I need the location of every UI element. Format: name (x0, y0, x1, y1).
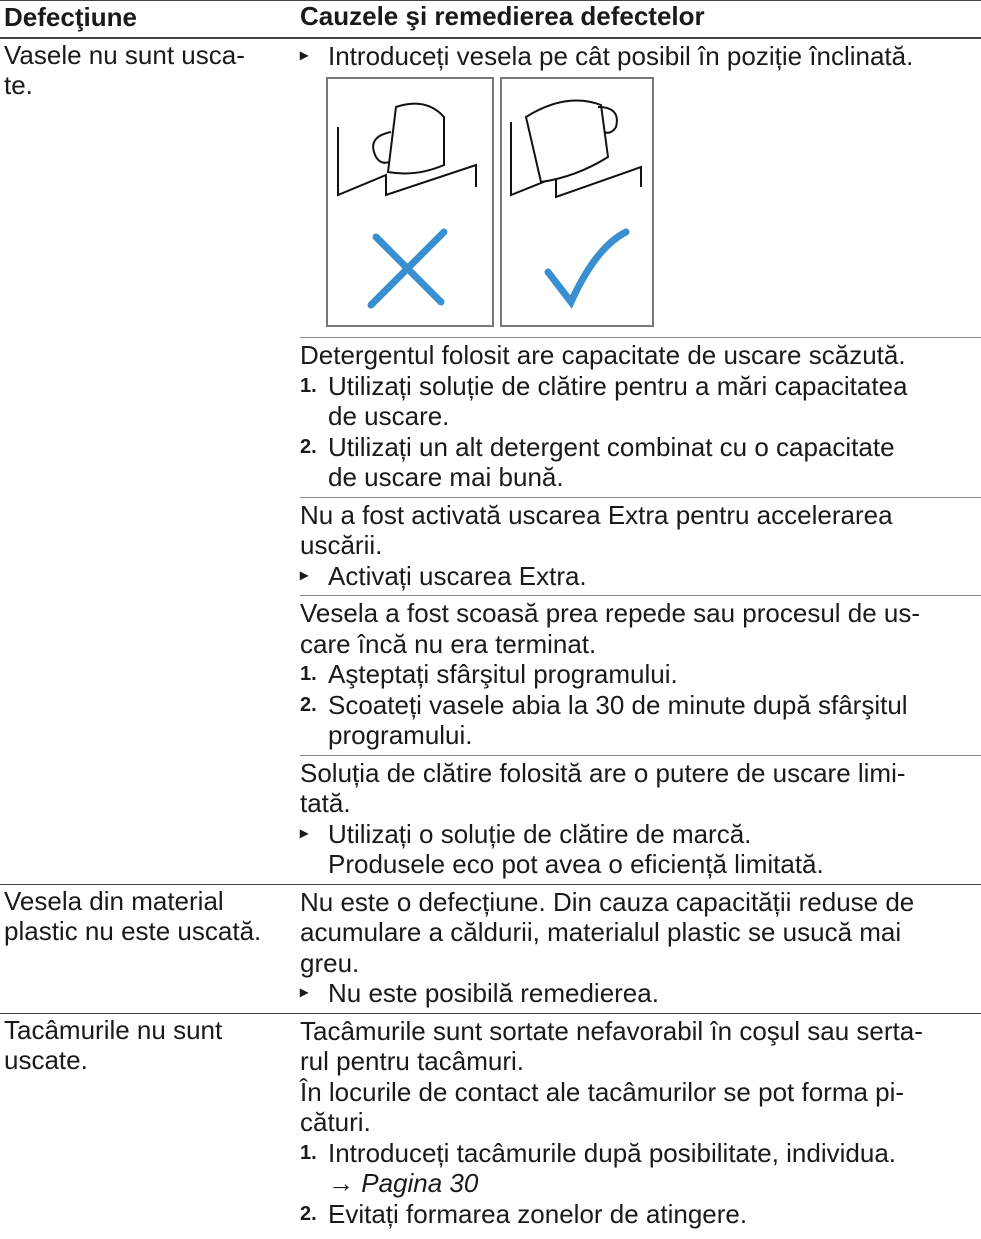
step-text: Utilizați un alt detergent combinat cu o… (328, 431, 895, 462)
cause-block: Nu este o defecțiune. Din cauza capacită… (300, 885, 981, 1013)
figure (326, 77, 654, 327)
cause-block: Detergentul folosit are capacitate de us… (300, 337, 981, 497)
page-reference: → Pagina 30 (328, 1168, 479, 1198)
step-number: 2. (300, 693, 317, 716)
step-text: programului. (328, 720, 473, 750)
step-body: Scoateți vasele abia la 30 de minute dup… (328, 690, 908, 751)
cause-block: Nu a fost activată uscarea Extra pentru … (300, 496, 981, 596)
action-text: Utilizați o soluție de clătire de marcă. (328, 818, 752, 849)
fault-cell: Tacâmurile nu sunt uscate. (0, 1014, 290, 1234)
fault-text: plastic nu este uscată. (4, 916, 262, 946)
cause-cell: ▸ Introduceți vesela pe cât posibil în po… (290, 39, 981, 884)
action-text: Nu este posibilă remedierea. (328, 978, 659, 1008)
step-number: 1. (300, 374, 317, 397)
fault-cell: Vasele nu sunt usca-te. (0, 39, 290, 884)
step: 2. Scoateți vasele abia la 30 de minute d… (300, 690, 981, 751)
step-body: Utilizați un alt detergent combinat cu o… (328, 432, 895, 493)
note: Produsele eco pot avea o eficiență limit… (328, 849, 824, 879)
step: 1. Utilizați soluție de clătire pentru a … (300, 371, 981, 432)
cause-text: Nu a fost activată uscarea Extra pentru … (300, 499, 893, 530)
step-text: de uscare mai bună. (328, 462, 564, 492)
cause-block: Tacâmurile sunt sortate nefavorabil în c… (300, 1014, 981, 1234)
step-text: Introduceți tacâmurile după posibilitate… (328, 1137, 897, 1168)
cause-text: uscării. (300, 530, 383, 560)
table-row: Tacâmurile nu sunt uscate. Tacâmurile sunt… (0, 1012, 981, 1234)
bullet: ▸ (300, 566, 309, 584)
step: 2. Utilizați un alt detergent combinat cu… (300, 432, 981, 493)
step-number: 1. (300, 663, 317, 685)
fault-text: uscate. (4, 1045, 88, 1075)
bullet: ▸ (300, 824, 309, 842)
action: ▸ Nu este posibilă remedierea. (300, 978, 981, 1009)
cause-text: greu. (300, 947, 360, 978)
cause-text: tată. (300, 788, 351, 818)
action-body: Utilizați o soluție de clătire de marcă. (328, 819, 751, 850)
step-body: Introduceți tacâmurile după posibilitate… (328, 1138, 896, 1199)
fault-text: Vasele nu sunt usca- (4, 39, 245, 70)
table-row: Vesela din material plastic nu este uscat… (0, 883, 981, 1013)
step-text: Aşteptați sfârşitul programului. (328, 659, 678, 689)
action: ▸ Utilizați o soluție de clătire de marcă… (300, 819, 981, 850)
action-text: Introduceți vesela pe cât posibil în poz… (328, 40, 914, 71)
cause-block: ▸ Introduceți vesela pe cât posibil în po… (300, 39, 981, 338)
step: 1. Aşteptați sfârşitul programului. (300, 659, 981, 690)
step-text: de uscare. (328, 401, 450, 431)
fault-cell: Vesela din material plastic nu este uscat… (0, 885, 290, 1013)
step-text: Scoateți vasele abia la 30 de minute dup… (328, 689, 908, 720)
step-number: 1. (300, 1141, 317, 1164)
step-text: Evitați formarea zonelor de atingere. (328, 1198, 748, 1229)
step-body: Utilizați soluție de clătire pentru a mă… (328, 371, 908, 432)
step-number: 2. (300, 1202, 317, 1225)
step: 1. Introduceți tacâmurile după posibilita… (300, 1138, 981, 1199)
cause-text: În locurile de contact ale tacâmurilor s… (300, 1076, 905, 1107)
header-cell: Defecţiune (4, 2, 137, 32)
cause-text: rul pentru tacâmuri. (300, 1046, 524, 1076)
step-body: Evitați formarea zonelor de atingere. (328, 1199, 747, 1230)
step: 2. Evitați formarea zonelor de atingere. (300, 1199, 981, 1230)
action-body: Nu este posibilă remedierea. (328, 978, 659, 1009)
step-text: Utilizați soluție de clătire pentru a mă… (328, 370, 908, 401)
step-body: Aşteptați sfârşitul programului. (328, 659, 678, 690)
fault-text: Tacâmurile nu sunt (4, 1014, 223, 1045)
header-row: Defecţiune Cauzele şi remedierea defectel… (0, 0, 981, 38)
cause-block: Soluția de clătire folosită are o putere… (300, 754, 981, 884)
cause-text: acumulare a căldurii, materialul plastic… (300, 917, 902, 947)
action: ▸ Activați uscarea Extra. (300, 561, 981, 592)
bullet: ▸ (300, 984, 309, 1001)
cause-text: Detergentul folosit are capacitate de us… (300, 340, 906, 370)
cause-text: Tacâmurile sunt sortate nefavorabil în c… (300, 1015, 923, 1046)
fault-text: Vesela din material (4, 885, 224, 916)
action: ▸ Introduceți vesela pe cât posibil în po… (300, 41, 981, 72)
table-row: Vasele nu sunt usca-te. ▸ Introduceți vese… (0, 37, 981, 884)
cause-cell: Tacâmurile sunt sortate nefavorabil în c… (290, 1014, 981, 1234)
action-text: Activați uscarea Extra. (328, 560, 587, 591)
header-cell: Cauzele şi remedierea defectelor (300, 1, 705, 31)
action-body: Activați uscarea Extra. (328, 561, 587, 592)
fault-text: te. (4, 70, 33, 100)
cause-text: Vesela a fost scoasă prea repede sau pro… (300, 598, 921, 628)
action-body: Introduceți vesela pe cât posibil în poz… (328, 41, 913, 72)
cause-cell: Nu este o defecțiune. Din cauza capacită… (290, 885, 981, 1013)
cause-text: care încă nu era terminat. (300, 628, 597, 659)
cause-text: Nu este o defecțiune. Din cauza capacită… (300, 886, 915, 917)
step-number: 2. (300, 435, 317, 458)
bullet: ▸ (300, 46, 309, 64)
cause-text: cături. (300, 1107, 371, 1137)
cause-block: Vesela a fost scoasă prea repede sau pro… (300, 595, 981, 755)
cause-text: Soluția de clătire folosită are o putere… (300, 757, 906, 788)
